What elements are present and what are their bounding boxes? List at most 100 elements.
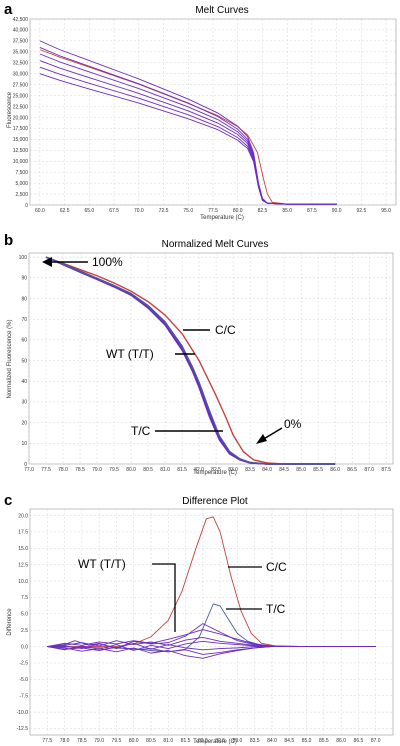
y-tick-label: 40 — [21, 379, 27, 385]
y-tick-label: 40,000 — [13, 28, 29, 34]
series-line-a-7 — [39, 73, 337, 205]
series-lines-b — [45, 256, 336, 465]
y-axis-label-a: Fluorescence — [7, 91, 13, 128]
label-cc-b: C/C — [215, 323, 236, 337]
y-tick-label: 20.0 — [18, 513, 28, 519]
x-tick-label: 79.0 — [92, 467, 102, 473]
chart-title-a: Melt Curves — [195, 5, 248, 16]
x-tick-label: 86.0 — [330, 467, 340, 473]
x-tick-label: 84.0 — [262, 467, 272, 473]
x-tick-label: 95.0 — [381, 208, 391, 214]
plot-area-c — [29, 508, 394, 736]
x-tick-label: 86.0 — [336, 738, 346, 744]
series-lines-c — [47, 516, 376, 659]
y-tick-label: -10.0 — [17, 710, 29, 716]
x-tick-label: 83.0 — [233, 738, 243, 744]
annotations-c — [152, 563, 262, 632]
y-tick-label: 32,500 — [13, 61, 29, 67]
y-tick-label: 30 — [21, 400, 27, 406]
x-tick-label: 85.0 — [296, 467, 306, 473]
x-tick-label: 82.0 — [198, 738, 208, 744]
x-tick-label: 86.5 — [354, 738, 364, 744]
series-line-b-5 — [45, 256, 336, 465]
y-tick-label: 25,000 — [13, 93, 29, 99]
label-tc-b: T/C — [131, 424, 151, 438]
x-tick-label: 70.0 — [134, 208, 144, 214]
gridlines-a — [30, 18, 396, 206]
x-tick-label: 87.0 — [371, 738, 381, 744]
x-tick-label: 77.5 — [41, 467, 51, 473]
y-tick-label: 0 — [25, 203, 28, 209]
y-tick-label: 7.5 — [21, 595, 28, 601]
y-tick-label: 70 — [21, 317, 27, 323]
x-tick-label: 82.0 — [194, 467, 204, 473]
x-tick-label: 80.5 — [146, 738, 156, 744]
x-tick-label: 60.0 — [35, 208, 45, 214]
arrow-0-percent — [261, 427, 283, 441]
series-line-c-9 — [47, 642, 376, 651]
x-tick-label: 67.5 — [109, 208, 119, 214]
y-tick-label: 60 — [21, 338, 27, 344]
x-tick-label: 84.0 — [267, 738, 277, 744]
x-tick-label: 78.5 — [77, 738, 87, 744]
x-tick-label: 82.5 — [215, 738, 225, 744]
x-tick-label: 78.5 — [75, 467, 85, 473]
tick-labels-b: 77.0 77.5 78.0 78.5 79.0 79.5 80.0 80.5 81.0 81.5… — [19, 255, 392, 473]
panel-letter-b: b — [4, 232, 13, 249]
x-tick-label: 75.0 — [183, 208, 193, 214]
x-axis-label-c: Temperature (C) — [193, 739, 237, 745]
x-axis-label-b: Temperature (C) — [193, 470, 237, 476]
y-tick-label: -12.5 — [17, 726, 29, 732]
y-tick-label: 10 — [21, 441, 27, 447]
y-axis-label-b: Normalized Fluorescence (%) — [7, 319, 13, 398]
x-tick-label: 62.5 — [60, 208, 70, 214]
x-tick-label: 87.5 — [307, 208, 317, 214]
panel-b: b Normalized Melt Curves Temperature (C)… — [4, 232, 394, 476]
tick-labels-a: 60.0 62.5 65.0 67.5 70.0 72.5 75.0 77.5 80.0 82.5… — [13, 17, 391, 214]
x-tick-label: 82.5 — [258, 208, 268, 214]
x-tick-label: 85.0 — [302, 738, 312, 744]
y-tick-label: 15.0 — [18, 546, 28, 552]
y-tick-label: 20 — [21, 420, 27, 426]
x-tick-label: 81.0 — [163, 738, 173, 744]
x-tick-label: 81.5 — [181, 738, 191, 744]
tick-labels-c: 77.5 78.0 78.5 79.0 79.5 80.0 80.5 81.0 81.5 82.0… — [17, 513, 381, 744]
y-tick-label: 12.5 — [18, 562, 28, 568]
series-line-b-4 — [45, 256, 336, 465]
panel-c: c Difference Plot Temperature (C) Differ… — [4, 492, 394, 745]
y-tick-label: 100 — [19, 255, 28, 261]
y-tick-label: 42,500 — [13, 17, 29, 23]
x-tick-label: 80.0 — [129, 738, 139, 744]
x-tick-label: 85.5 — [319, 738, 329, 744]
x-tick-label: 77.5 — [208, 208, 218, 214]
x-tick-label: 86.5 — [347, 467, 357, 473]
x-tick-label: 81.5 — [177, 467, 187, 473]
y-tick-label: 50 — [21, 358, 27, 364]
x-tick-label: 92.5 — [357, 208, 367, 214]
series-line-c-1 — [47, 516, 376, 648]
y-tick-label: 10.0 — [18, 579, 28, 585]
label-cc-c: C/C — [266, 560, 287, 574]
y-tick-label: 20,000 — [13, 115, 29, 121]
arrow-0-percent-head — [256, 434, 267, 444]
y-tick-label: -7.5 — [19, 693, 28, 699]
y-axis-label-c: Difference — [7, 608, 13, 636]
x-tick-label: 85.0 — [282, 208, 292, 214]
x-tick-label: 65.0 — [84, 208, 94, 214]
x-tick-label: 83.0 — [228, 467, 238, 473]
x-tick-label: 79.5 — [112, 738, 122, 744]
y-tick-label: 2.5 — [21, 628, 28, 634]
chart-title-c: Difference Plot — [182, 496, 248, 507]
y-tick-label: 22,500 — [13, 104, 29, 110]
label-tc-c: T/C — [266, 602, 286, 616]
series-lines-a — [39, 40, 337, 205]
label-wt-b: WT (T/T) — [106, 347, 154, 361]
pointer-wt-c — [152, 563, 176, 632]
annotations-b — [42, 257, 283, 444]
gridlines-b — [28, 253, 393, 465]
y-tick-label: 35,000 — [13, 50, 29, 56]
x-tick-label: 83.5 — [250, 738, 260, 744]
label-100-percent: 100% — [92, 255, 123, 269]
y-tick-label: 0.0 — [21, 644, 28, 650]
